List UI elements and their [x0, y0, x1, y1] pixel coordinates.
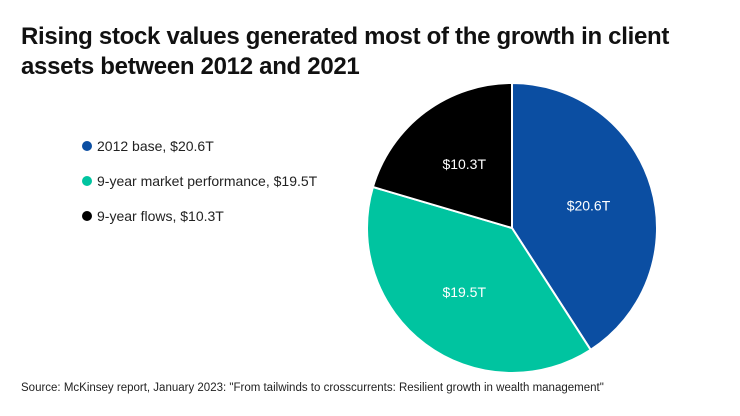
legend-swatch [82, 175, 92, 186]
legend-label: 2012 base, $20.6T [97, 137, 214, 154]
legend-swatch [82, 140, 92, 151]
slice-label: $20.6T [567, 197, 611, 213]
legend-item: 2012 base, $20.6T [82, 128, 317, 163]
legend-label: 9-year flows, $10.3T [97, 207, 224, 224]
legend-item: 9-year flows, $10.3T [82, 198, 317, 233]
slice-label: $10.3T [442, 156, 486, 172]
legend-swatch [82, 210, 92, 221]
legend-label: 9-year market performance, $19.5T [97, 172, 318, 189]
source-note: Source: McKinsey report, January 2023: "… [21, 382, 604, 394]
legend: 2012 base, $20.6T 9-year market performa… [82, 128, 317, 233]
pie-slice [371, 81, 513, 230]
legend-item: 9-year market performance, $19.5T [82, 163, 317, 198]
slice-label: $19.5T [442, 284, 486, 300]
pie-slice [366, 185, 593, 374]
chart-title: Rising stock values generated most of th… [21, 23, 670, 80]
